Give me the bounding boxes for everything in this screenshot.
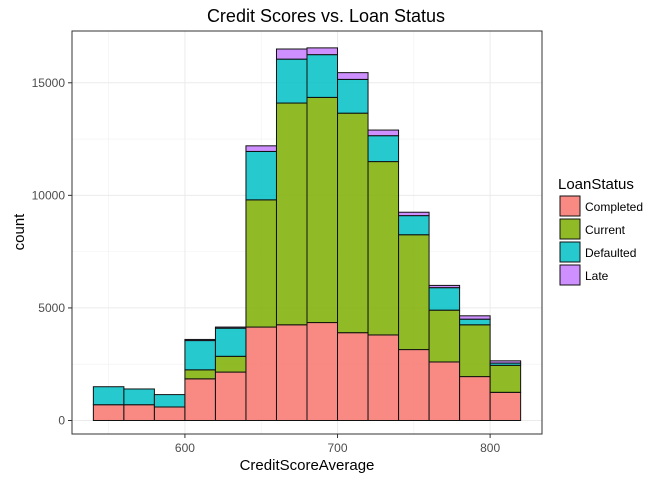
legend-title: LoanStatus bbox=[558, 176, 634, 193]
bar-segment-current bbox=[214, 355, 247, 373]
bar-segment-completed bbox=[489, 391, 522, 421]
bar-segment-completed bbox=[275, 324, 308, 421]
bar-segment-defaulted bbox=[245, 150, 277, 201]
bar-segment-completed bbox=[153, 406, 186, 421]
y-axis-title: count bbox=[11, 213, 28, 251]
bar-segment-current bbox=[428, 309, 461, 363]
bar-segment-completed bbox=[459, 376, 491, 421]
bar-segment-late bbox=[184, 338, 216, 342]
y-tick-label: 10000 bbox=[32, 188, 66, 202]
legend-label-defaulted: Defaulted bbox=[585, 246, 636, 260]
y-axis-ticks: 0 5000 10000 15000 bbox=[32, 76, 72, 427]
legend-key-completed bbox=[559, 195, 581, 217]
bar-segment-current bbox=[337, 112, 369, 334]
bar-segment-defaulted bbox=[398, 215, 430, 236]
bar-segment-late bbox=[398, 211, 430, 217]
bar-segment-late bbox=[459, 315, 491, 320]
bar-segment-late bbox=[214, 326, 247, 329]
bar-segment-completed bbox=[428, 361, 461, 421]
bar-segment-defaulted bbox=[275, 58, 308, 104]
bars bbox=[92, 47, 522, 421]
bar-segment-defaulted bbox=[184, 340, 216, 371]
bar-segment-completed bbox=[123, 404, 155, 421]
bar-segment-completed bbox=[337, 332, 369, 421]
legend-key-defaulted bbox=[559, 241, 581, 263]
x-tick-label: 700 bbox=[328, 441, 348, 455]
bar-segment-completed bbox=[184, 378, 216, 421]
bar-segment-late bbox=[367, 129, 400, 137]
bar-segment-completed bbox=[306, 322, 339, 421]
bar-segment-defaulted bbox=[428, 287, 461, 311]
bar-segment-completed bbox=[367, 334, 400, 421]
bar-segment-late bbox=[428, 284, 461, 289]
bar-segment-defaulted bbox=[153, 394, 186, 408]
bar-segment-defaulted bbox=[367, 135, 400, 163]
bar-segment-defaulted bbox=[459, 318, 491, 326]
x-axis-ticks: 600 700 800 bbox=[175, 434, 500, 455]
bar-segment-defaulted bbox=[123, 388, 155, 406]
y-tick-label: 5000 bbox=[38, 301, 65, 315]
bar-segment-late bbox=[245, 145, 277, 152]
legend: LoanStatus Completed Current Defaulted Late bbox=[558, 176, 643, 286]
chart-title: Credit Scores vs. Loan Status bbox=[207, 6, 445, 26]
legend-label-current: Current bbox=[585, 223, 626, 237]
x-axis-title: CreditScoreAverage bbox=[240, 457, 375, 474]
bar-segment-current bbox=[184, 369, 216, 380]
bar-segment-current bbox=[245, 199, 277, 328]
legend-items: Completed Current Defaulted Late bbox=[559, 195, 643, 286]
bar-segment-completed bbox=[245, 326, 277, 421]
legend-key-late bbox=[559, 264, 581, 286]
bar-segment-late bbox=[337, 72, 369, 80]
bar-segment-current bbox=[306, 96, 339, 324]
x-tick-label: 600 bbox=[175, 441, 195, 455]
bar-segment-current bbox=[398, 234, 430, 351]
bar-segment-defaulted bbox=[306, 54, 339, 98]
bar-segment-completed bbox=[92, 404, 125, 421]
bar-segment-late bbox=[275, 48, 308, 60]
bar-segment-current bbox=[367, 161, 400, 336]
legend-key-current bbox=[559, 218, 581, 240]
bar-segment-defaulted bbox=[214, 327, 247, 357]
bar-segment-late bbox=[306, 47, 339, 56]
legend-label-late: Late bbox=[585, 269, 609, 283]
bar-segment-defaulted bbox=[92, 386, 125, 406]
bar-segment-completed bbox=[214, 371, 247, 421]
bar-segment-completed bbox=[398, 349, 430, 421]
y-tick-label: 0 bbox=[58, 413, 65, 427]
bar-segment-late bbox=[489, 360, 522, 364]
x-tick-label: 800 bbox=[480, 441, 500, 455]
bar-segment-defaulted bbox=[337, 78, 369, 114]
bar-segment-current bbox=[489, 364, 522, 393]
panel-border bbox=[71, 30, 543, 435]
bar-segment-current bbox=[275, 102, 308, 326]
legend-label-completed: Completed bbox=[585, 200, 643, 214]
y-tick-label: 15000 bbox=[32, 76, 66, 90]
bar-segment-current bbox=[459, 324, 491, 378]
